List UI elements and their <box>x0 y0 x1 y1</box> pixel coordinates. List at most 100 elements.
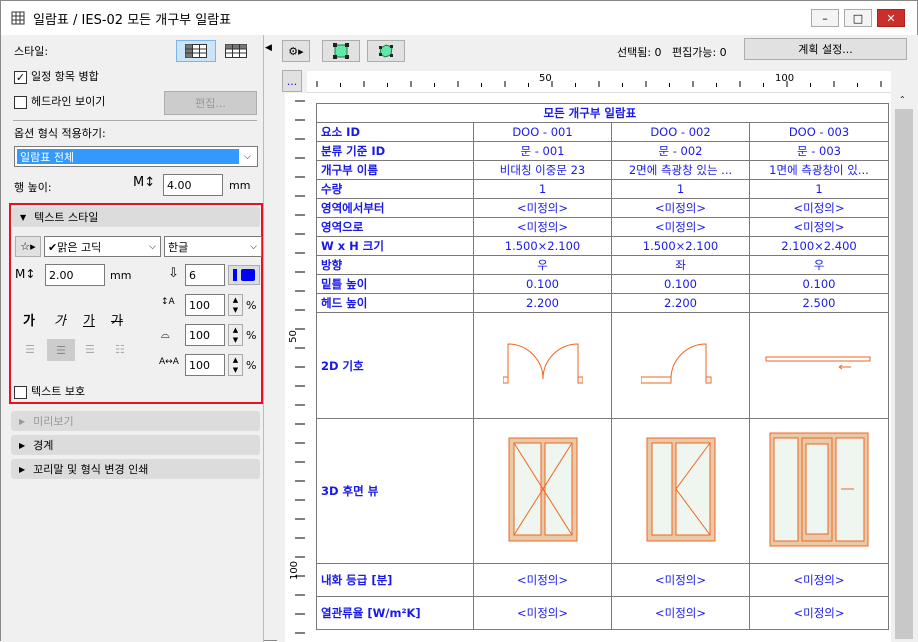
ruler-options-button[interactable]: ... <box>282 70 302 92</box>
width-factor-spinner[interactable]: ▲ ▼ <box>228 324 243 346</box>
width-factor-input[interactable]: 100 <box>185 324 225 346</box>
cell-value: <미정의> <box>473 217 612 237</box>
plan-settings-button[interactable]: 계획 설정... <box>744 38 907 60</box>
merge-label: 일정 항목 병합 <box>31 70 99 83</box>
cell-value: 0.100 <box>749 274 889 294</box>
collapse-panel-icon[interactable]: ◀ <box>265 43 272 53</box>
maximize-button[interactable]: □ <box>844 9 872 27</box>
headline-label: 헤드라인 보이기 <box>31 95 106 108</box>
splitter[interactable] <box>263 35 264 642</box>
door-2d-symbol <box>765 356 871 370</box>
settings-panel: 스타일: ✓ 일정 항목 병합 헤드라인 보이기 편집... 옵션 형식 적용하기… <box>1 35 264 642</box>
cell-value: 문 - 002 <box>611 141 750 161</box>
text-size-icon: M↕ <box>15 267 36 281</box>
chevron-down-icon: ⌵ <box>149 241 156 252</box>
section-borders[interactable]: ▶ 경계 <box>11 435 260 455</box>
italic-button[interactable]: 가 <box>54 314 66 329</box>
row-label: 수량 <box>316 179 474 199</box>
align-center-button[interactable]: ☰ <box>47 339 75 361</box>
chevron-down-icon: ⌵ <box>244 151 251 162</box>
cell-value: 2.200 <box>611 293 750 313</box>
cell-value: 0.100 <box>611 274 750 294</box>
cell-value: 1.500×2.100 <box>611 236 750 256</box>
cell-value: DOO - 003 <box>749 122 889 142</box>
script-select[interactable]: 한글 ⌵ <box>164 236 262 257</box>
apply-select[interactable]: 일람표 전체 ⌵ <box>14 146 258 167</box>
cell-value: <미정의> <box>749 217 889 237</box>
row-label: 열관류율 [W/m²K] <box>316 596 474 630</box>
cell-value: 우 <box>749 255 889 275</box>
table-row: 밑틀 높이 0.100 0.100 0.100 <box>316 274 889 294</box>
minimize-button[interactable]: – <box>811 9 839 27</box>
cell-value: 우 <box>473 255 612 275</box>
pen-input[interactable]: 6 <box>185 264 225 286</box>
underline-button[interactable]: 가 <box>83 314 95 329</box>
bold-button[interactable]: 가 <box>23 314 35 329</box>
section-preview[interactable]: ▶ 미리보기 <box>11 411 260 431</box>
cell-value: DOO - 002 <box>611 122 750 142</box>
table-row: 요소 ID DOO - 001 DOO - 002 DOO - 003 <box>316 122 889 142</box>
strikethrough-button[interactable]: 가 <box>111 314 123 329</box>
schedule-title: 모든 개구부 일람표 <box>473 103 889 123</box>
vertical-ruler: 50 100 <box>285 93 307 642</box>
select-element-button[interactable] <box>322 40 360 62</box>
cell-value: <미정의> <box>611 563 750 597</box>
cell-value: 2.100×2.400 <box>749 236 889 256</box>
grid-style-icon <box>225 44 247 58</box>
favorites-button[interactable]: ☆▸ <box>15 236 41 257</box>
line-spacing-spinner[interactable]: ▲ ▼ <box>228 294 243 316</box>
protect-text-checkbox[interactable]: 텍스트 보호 <box>14 383 85 399</box>
char-spacing-spinner[interactable]: ▲ ▼ <box>228 354 243 376</box>
char-spacing-input[interactable]: 100 <box>185 354 225 376</box>
cell-value: <미정의> <box>473 198 612 218</box>
section-footer-print[interactable]: ▶ 꼬리말 및 형식 변경 인쇄 <box>11 459 260 479</box>
merge-checkbox[interactable]: ✓ 일정 항목 병합 <box>14 70 99 84</box>
text-style-header[interactable]: ▼ 텍스트 스타일 <box>12 207 260 227</box>
font-value: ✔맑은 고딕 <box>48 240 102 254</box>
settings-menu-button[interactable]: ⚙▸ <box>282 40 310 62</box>
cell-value: 1면에 측광창이 있... <box>749 160 889 180</box>
table-row: 내화 등급 [분] <미정의> <미정의> <미정의> <box>316 563 889 597</box>
select-3d-button[interactable] <box>367 40 405 62</box>
percent-label: % <box>246 299 257 312</box>
style-option-1-button[interactable] <box>176 40 216 62</box>
pen-icon: ⇩ <box>168 266 179 281</box>
width-factor-icon: ⌓ <box>161 328 170 341</box>
vertical-scrollbar[interactable]: ⌃ <box>891 93 918 642</box>
align-right-button[interactable]: ☰ <box>85 343 95 356</box>
char-spacing-icon: A↔A <box>159 357 179 367</box>
edit-button[interactable]: 편집... <box>164 91 257 115</box>
row-height-icon: M↕ <box>133 175 156 190</box>
row-height-input[interactable]: 4.00 <box>163 174 223 196</box>
script-value: 한글 <box>168 240 189 254</box>
ruler-label: 100 <box>289 560 301 581</box>
apply-label: 옵션 형식 적용하기: <box>14 127 106 140</box>
text-size-input[interactable]: 2.00 <box>45 264 105 286</box>
cell-value: 1 <box>749 179 889 199</box>
close-button[interactable]: ✕ <box>877 9 905 27</box>
style-option-2-button[interactable] <box>221 40 251 62</box>
editable-count: 편집가능: 0 <box>672 46 727 59</box>
schedule-table: 모든 개구부 일람표 요소 ID DOO - 001 DOO - 002 DOO - … <box>316 103 889 630</box>
table-row: 방향 우 좌 우 <box>316 255 889 275</box>
line-spacing-input[interactable]: 100 <box>185 294 225 316</box>
align-left-button[interactable]: ☰ <box>25 343 35 356</box>
scrollbar-thumb[interactable] <box>895 109 913 639</box>
headline-checkbox[interactable]: 헤드라인 보이기 <box>14 93 105 109</box>
divider <box>13 120 257 121</box>
pen-color-button[interactable] <box>228 265 260 285</box>
table-row: 영역으로 <미정의> <미정의> <미정의> <box>316 217 889 237</box>
cell-value: 2면에 측광창 있는 ... <box>611 160 750 180</box>
door-2d-symbol <box>640 343 711 384</box>
row-label: 영역으로 <box>316 217 474 237</box>
table-row: 열관류율 [W/m²K] <미정의> <미정의> <미정의> <box>316 596 889 630</box>
ruler-ticks <box>295 100 305 634</box>
cell-value: <미정의> <box>611 198 750 218</box>
table-row: 3D 후면 뷰 <box>316 418 889 564</box>
row-label: 요소 ID <box>316 122 474 142</box>
align-justify-button[interactable]: ☷ <box>115 343 125 356</box>
line-spacing-icon: ↕A <box>161 297 175 307</box>
scroll-up-icon[interactable]: ⌃ <box>899 95 906 104</box>
font-select[interactable]: ✔맑은 고딕 ⌵ <box>44 236 161 257</box>
chevron-down-icon: ⌵ <box>250 241 257 252</box>
